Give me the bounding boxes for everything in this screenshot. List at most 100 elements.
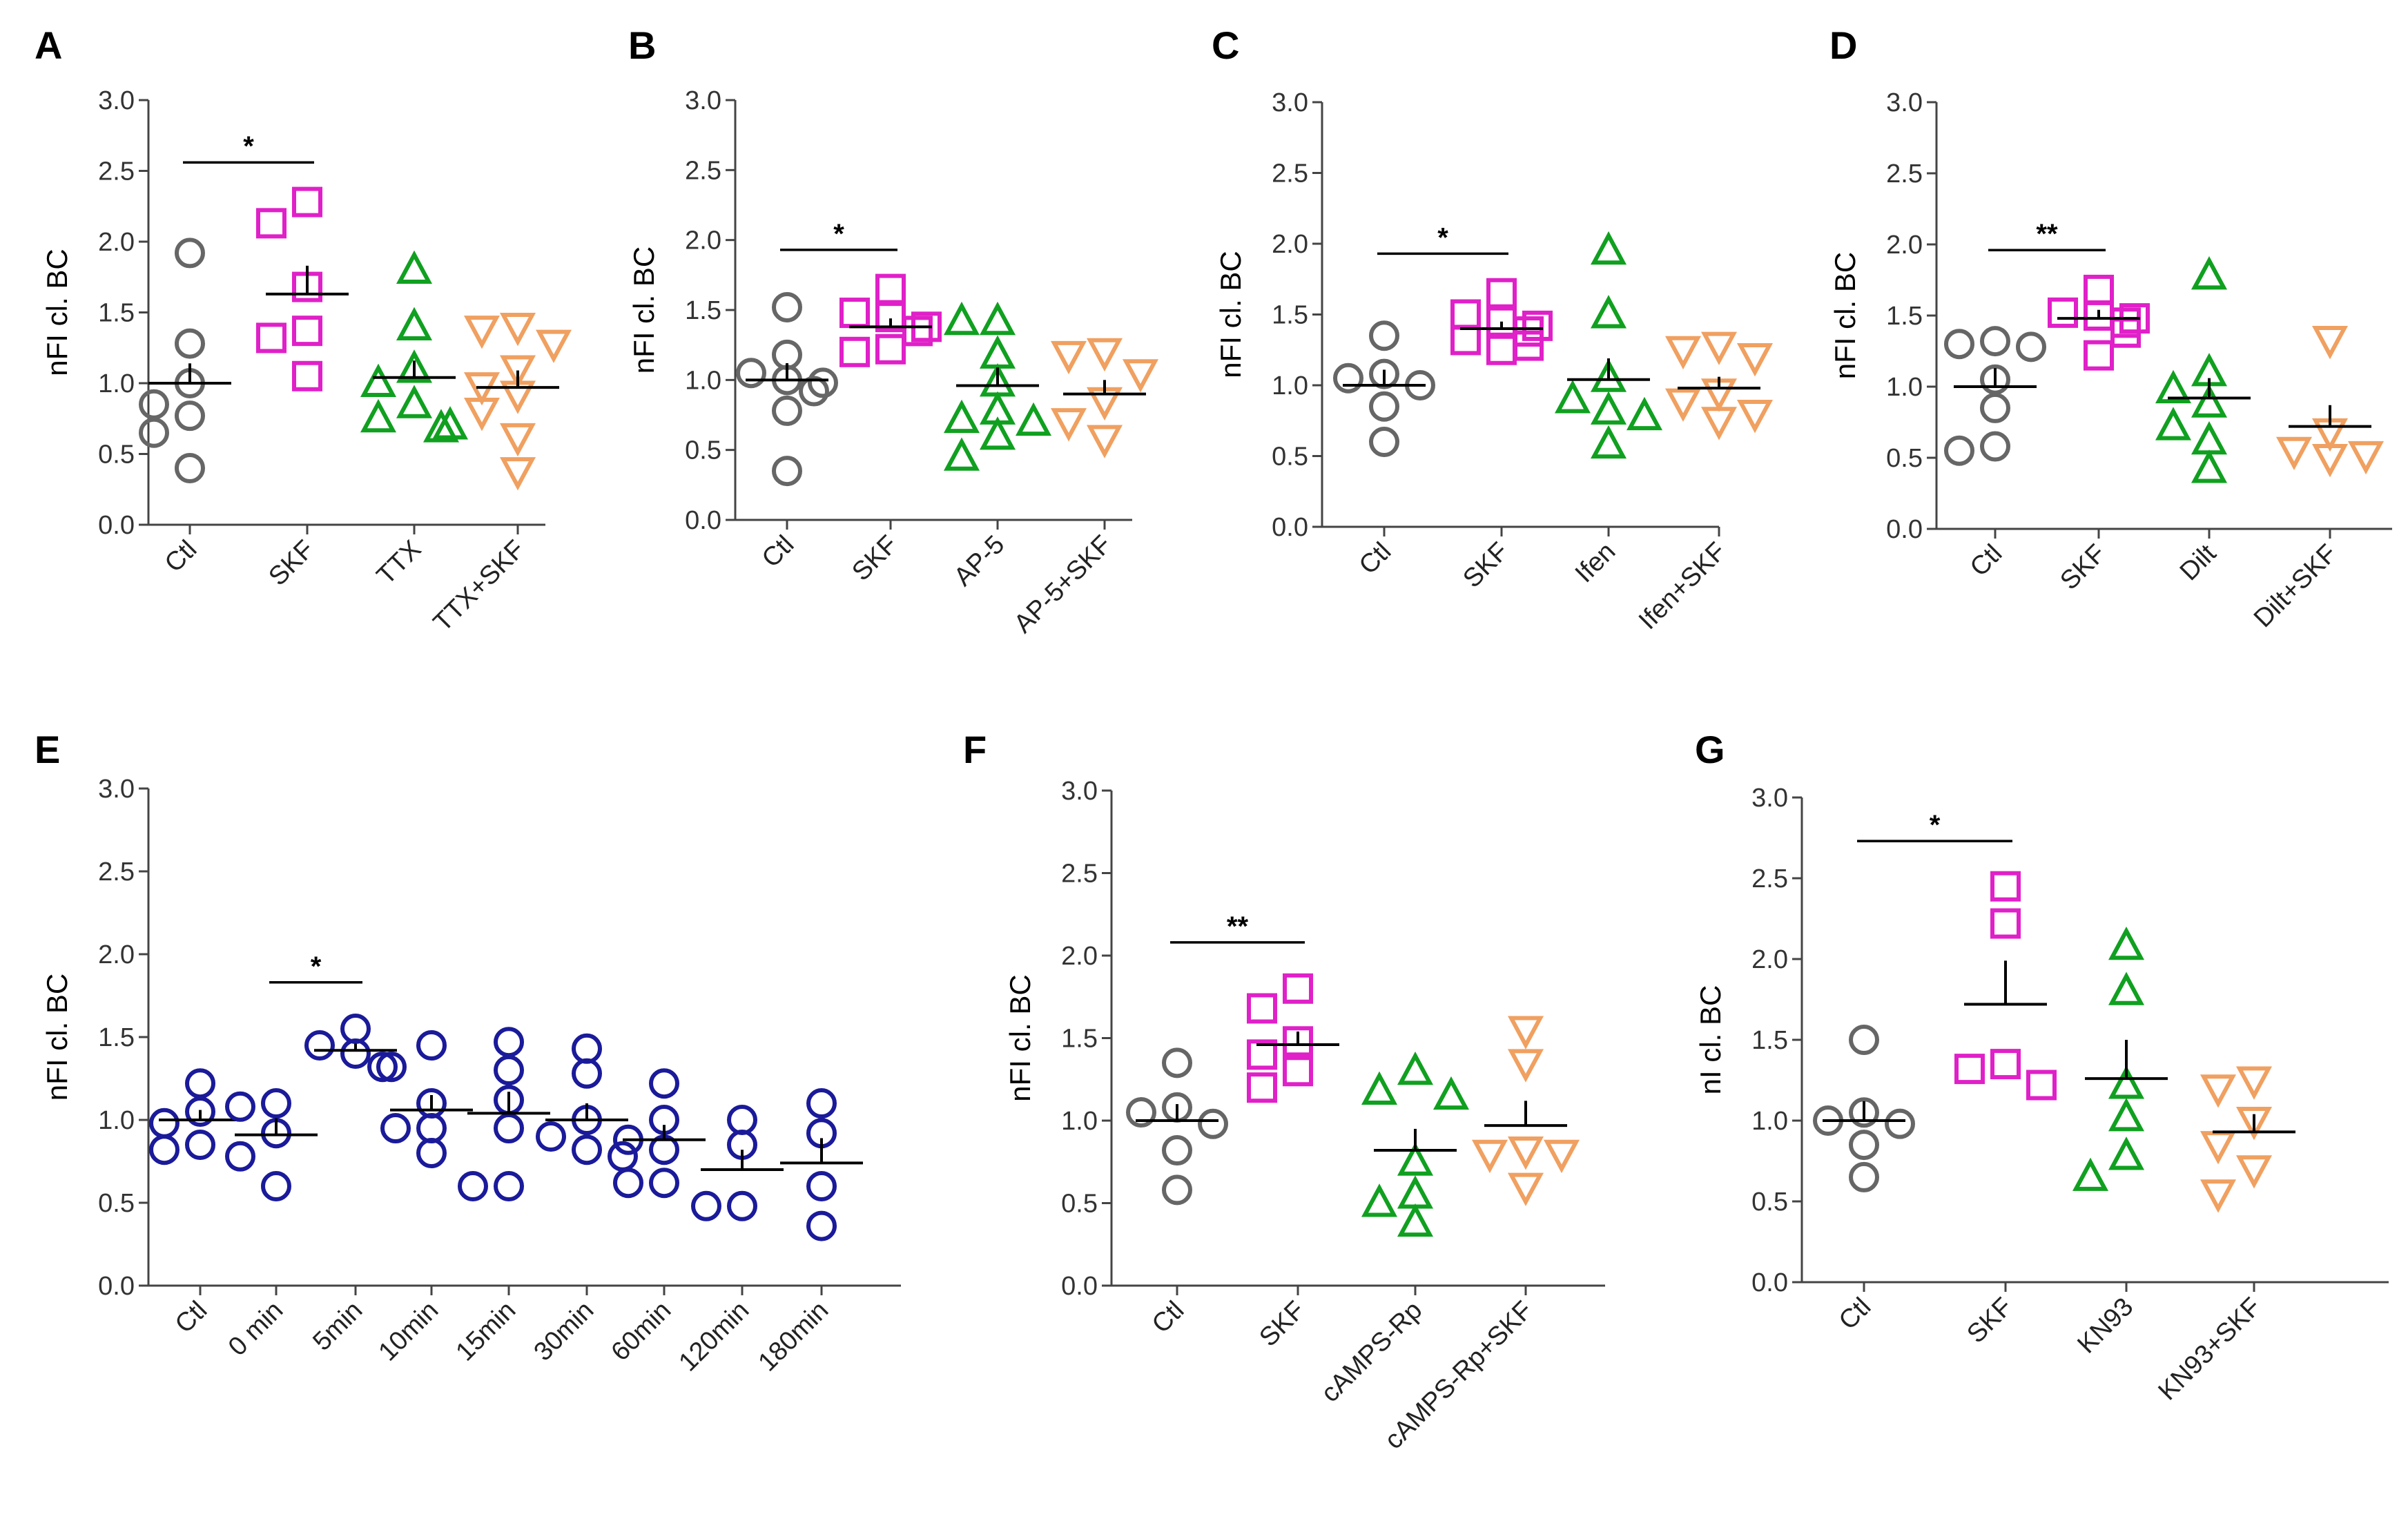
data-point: [1162, 1174, 1192, 1206]
data-point: [1700, 331, 1738, 365]
significance-label: *: [1437, 222, 1448, 253]
y-tick-label: 0.0: [1061, 1272, 1098, 1301]
y-tick-label: 3.0: [1886, 88, 1923, 117]
y-tick-label: 1.5: [1061, 1025, 1098, 1054]
category-label: 0 min: [223, 1296, 289, 1362]
category-label: Ctl: [1147, 1296, 1190, 1339]
data-point: [1361, 1183, 1398, 1217]
data-point: [943, 301, 980, 336]
data-point: [1397, 1203, 1434, 1237]
data-point: [1990, 1049, 2021, 1080]
group-kn93-skf: KN93+SKF: [2153, 1066, 2295, 1406]
data-point: [423, 409, 460, 443]
y-tick-label: 2.5: [98, 858, 135, 887]
data-point: [360, 363, 397, 397]
data-point: [1507, 1016, 1544, 1049]
data-point: [1086, 338, 1123, 372]
data-point: [2108, 1136, 2145, 1170]
category-label: 60min: [605, 1296, 677, 1367]
data-point: [772, 291, 802, 322]
data-point: [943, 437, 980, 471]
significance-label: *: [833, 219, 844, 249]
category-label: 120min: [674, 1296, 755, 1377]
data-point: [1590, 391, 1627, 425]
data-point: [1507, 1049, 1544, 1083]
data-point: [2026, 1070, 2057, 1101]
group-15min: 15min: [450, 1027, 550, 1367]
group-ctl: Ctl: [1944, 326, 2046, 583]
data-point: [1980, 326, 2010, 357]
category-label: SKF: [1961, 1293, 2018, 1349]
data-point: [979, 335, 1016, 369]
data-point: [1050, 340, 1087, 375]
data-point: [839, 336, 870, 367]
group-dilt-skf: Dilt+SKF: [2249, 326, 2385, 633]
data-point: [1015, 402, 1052, 436]
group-skf: SKF: [1247, 973, 1339, 1353]
data-point: [1990, 908, 2021, 939]
data-point: [572, 1058, 602, 1089]
category-label: Ctl: [159, 535, 203, 579]
category-label: 15min: [450, 1296, 521, 1367]
data-point: [1543, 1139, 1580, 1174]
category-label: SKF: [2055, 539, 2111, 596]
group-10min: 10min: [373, 1030, 473, 1367]
data-point: [1397, 1051, 1434, 1085]
panel-d: D 0.0 0.5 1.0 1.5 2.0 2.5 3.0 nFI cl. BC Ctl SKF Di…: [1829, 23, 2392, 633]
data-point: [2191, 255, 2228, 290]
data-point: [799, 376, 829, 407]
data-point: [1736, 343, 1774, 377]
category-label: Ifen+SKF: [1633, 537, 1731, 635]
group-ctl: Ctl: [1813, 1025, 1915, 1335]
data-point: [463, 316, 501, 349]
data-point: [1849, 1097, 1879, 1128]
data-point: [1590, 231, 1627, 265]
data-point: [261, 1171, 291, 1201]
data-point: [1369, 391, 1399, 422]
data-point: [1990, 871, 2021, 902]
category-label: 30min: [528, 1296, 599, 1367]
category-label: Ctl: [757, 530, 800, 574]
data-point: [225, 1091, 255, 1122]
data-point: [1944, 329, 1974, 360]
data-point: [1486, 334, 1517, 365]
data-point: [396, 307, 433, 340]
data-point: [1885, 1108, 1915, 1139]
data-point: [396, 250, 433, 284]
y-tick-label: 1.5: [1272, 301, 1308, 330]
panel-label: E: [35, 728, 60, 771]
data-point: [1486, 278, 1517, 309]
data-point: [175, 328, 205, 359]
data-point: [1849, 1161, 1879, 1192]
data-point: [1980, 392, 2010, 423]
data-point: [2072, 1157, 2109, 1191]
y-tick-label: 2.5: [1751, 864, 1788, 893]
data-point: [376, 1052, 407, 1083]
group-ap-5: AP-5: [943, 301, 1052, 592]
group-ttx-skf: TTX+SKF: [428, 313, 572, 637]
data-point: [416, 1030, 447, 1061]
data-point: [1471, 1139, 1508, 1174]
significance-label: **: [1227, 911, 1249, 942]
data-point: [367, 1052, 398, 1083]
panel-label: B: [628, 23, 656, 67]
data-point: [380, 1113, 411, 1143]
data-point: [1247, 1039, 1277, 1070]
y-tick-label: 3.0: [1751, 784, 1788, 813]
data-point: [1590, 295, 1627, 329]
data-point: [149, 1134, 179, 1165]
data-point: [1247, 993, 1277, 1024]
y-tick-label: 3.0: [98, 86, 135, 115]
category-label: Dilt: [2175, 539, 2222, 586]
category-label: Ctl: [1965, 539, 2008, 583]
y-tick-label: 1.5: [98, 299, 135, 328]
data-point: [2108, 971, 2145, 1005]
data-point: [431, 406, 469, 440]
data-point: [256, 208, 287, 239]
y-tick-label: 1.5: [1886, 302, 1923, 331]
data-point: [1450, 299, 1481, 330]
data-point: [175, 238, 205, 269]
y-tick-label: 1.0: [98, 369, 135, 398]
data-point: [2048, 297, 2078, 328]
